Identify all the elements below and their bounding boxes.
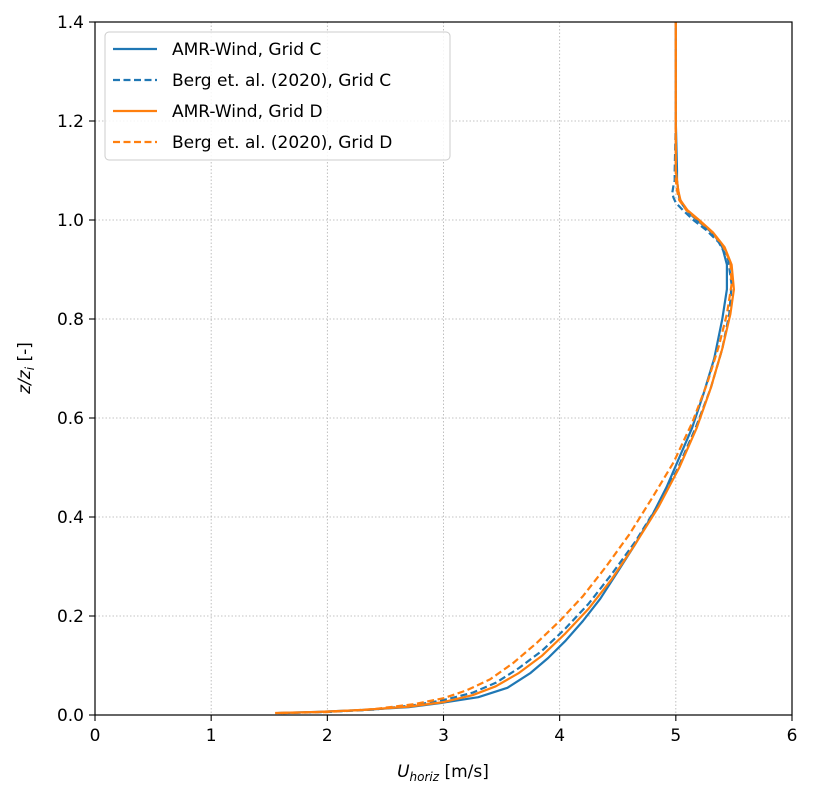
series-line-berg-et-al-2020-grid-d (280, 22, 733, 715)
x-tick-label: 6 (787, 726, 798, 746)
x-tick-label: 0 (90, 726, 101, 746)
y-axis-label-subscript: i (23, 366, 37, 370)
x-axis-ticks: 0 1 2 3 4 5 6 (90, 715, 798, 746)
y-tick-label: 0.2 (57, 607, 84, 627)
y-axis-ticks: 0.0 0.2 0.4 0.6 0.8 1.0 1.2 1.4 (57, 13, 95, 726)
x-axis-label-main: U (397, 762, 410, 782)
legend-label-amr-grid-d: AMR-Wind, Grid D (172, 102, 323, 122)
legend: AMR-Wind, Grid C Berg et. al. (2020), Gr… (104, 31, 451, 161)
legend-label-berg-grid-c: Berg et. al. (2020), Grid C (172, 71, 391, 91)
legend-box (104, 31, 451, 161)
y-axis-label-unit: [-] (15, 342, 35, 367)
x-axis-label: Uhoriz [m/s] (397, 762, 489, 784)
y-tick-label: 0.8 (57, 310, 84, 330)
y-axis-label: z/zi [-] (15, 342, 37, 395)
series-line-berg-et-al-2020-grid-c (283, 22, 733, 715)
x-tick-label: 3 (438, 726, 449, 746)
x-axis-label-subscript: horiz (410, 770, 440, 784)
y-tick-label: 0.0 (57, 706, 84, 726)
y-tick-label: 1.4 (57, 13, 84, 33)
series-group (275, 22, 736, 715)
x-tick-label: 2 (322, 726, 333, 746)
y-axis-label-main: z/z (15, 369, 35, 395)
legend-label-berg-grid-d: Berg et. al. (2020), Grid D (172, 133, 392, 153)
y-tick-label: 0.4 (57, 508, 84, 528)
y-tick-label: 1.0 (57, 211, 84, 231)
x-axis-label-unit: [m/s] (439, 762, 489, 782)
y-tick-label: 0.6 (57, 409, 84, 429)
series-line-amr-wind-grid-d (275, 22, 736, 715)
x-tick-label: 5 (670, 726, 681, 746)
x-tick-label: 4 (554, 726, 565, 746)
x-tick-label: 1 (206, 726, 217, 746)
y-tick-label: 1.2 (57, 112, 84, 132)
legend-label-amr-grid-c: AMR-Wind, Grid C (172, 40, 321, 60)
